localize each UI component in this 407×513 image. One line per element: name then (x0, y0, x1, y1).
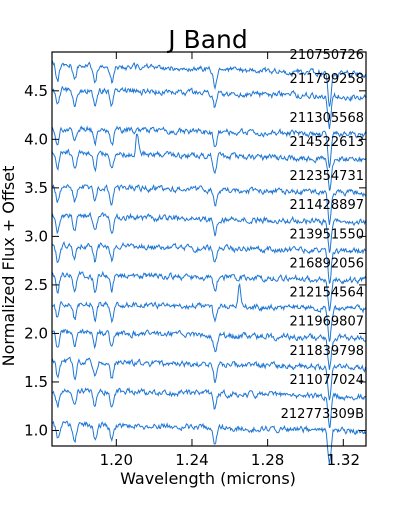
y-tick-label: 1.5 (24, 373, 48, 391)
series-line (51, 420, 367, 464)
x-tick-label: 1.28 (251, 451, 284, 469)
series-label: 216892056 (290, 256, 364, 271)
y-tick-label: 2.5 (24, 276, 48, 294)
series-label: 213951550 (290, 227, 364, 242)
series-label: 211428897 (290, 198, 364, 213)
series-line (51, 133, 367, 192)
series-line (51, 60, 367, 107)
series-line (51, 85, 367, 130)
axis-layer: 1.20 1.24 1.28 1.32 1.0 1.5 2.0 2.5 3.0 3.5 4.0 4.5 (24, 52, 366, 469)
y-tick-label: 4.5 (24, 82, 48, 100)
series-line (51, 240, 367, 285)
series-label: 214522613 (290, 135, 364, 150)
series-line (51, 211, 367, 253)
series-line (51, 386, 367, 429)
series-line (51, 270, 367, 312)
chart-title: J Band (166, 25, 248, 54)
series-label: 210750726 (290, 48, 364, 63)
series-label: 211305568 (290, 111, 364, 126)
y-tick-label: 1.0 (24, 421, 48, 439)
series-line (51, 282, 367, 342)
series-label: 212354731 (290, 169, 364, 184)
x-tick-label: 1.20 (100, 451, 133, 469)
series-label: 211799258 (290, 72, 364, 87)
series-label: 212773309B (281, 407, 364, 422)
x-axis-label: Wavelength (microns) (120, 469, 296, 488)
y-tick-label: 4.0 (24, 130, 48, 148)
series-line (52, 183, 367, 225)
series-label: 211969807 (290, 315, 364, 330)
series-label: 211839798 (290, 344, 364, 359)
x-tick-label: 1.24 (175, 451, 208, 469)
series-line (51, 356, 367, 401)
x-tick-label: 1.32 (327, 451, 360, 469)
plot-frame (51, 51, 367, 447)
series-label: 211077024 (290, 373, 364, 388)
y-tick-label: 2.0 (24, 324, 48, 342)
y-tick-label: 3.5 (24, 179, 48, 197)
series-layer: 210750726 211799258 211305568 214522613 2123… (51, 48, 367, 464)
series-line (51, 125, 367, 168)
y-axis-label: Normalized Flux + Offset (0, 166, 18, 367)
series-label: 212154564 (290, 286, 364, 301)
y-tick-label: 3.0 (24, 227, 48, 245)
series-line (51, 328, 367, 370)
